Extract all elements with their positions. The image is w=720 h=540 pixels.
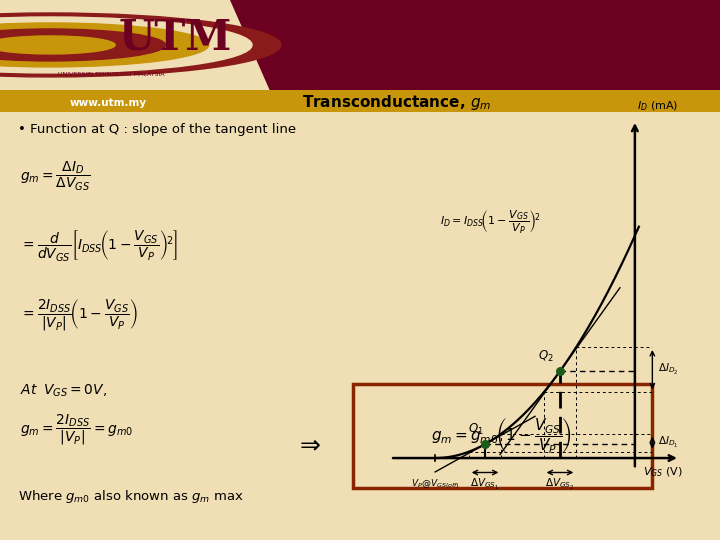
Text: $Q_2$: $Q_2$	[538, 349, 553, 364]
Text: INSPIRING CREATIVE AND INNOVATIVE MINDS: INSPIRING CREATIVE AND INNOVATIVE MINDS	[201, 517, 519, 530]
Text: $\Delta V_{GS_1}$: $\Delta V_{GS_1}$	[470, 477, 500, 492]
Text: $g_m = \dfrac{\Delta I_D}{\Delta V_{GS}}$: $g_m = \dfrac{\Delta I_D}{\Delta V_{GS}}…	[20, 160, 91, 193]
Circle shape	[0, 13, 281, 77]
Circle shape	[0, 23, 209, 67]
Text: Where $g_{m0}$ also known as $g_m$ max: Where $g_{m0}$ also known as $g_m$ max	[18, 488, 243, 504]
Text: $\Delta I_{D_2}$: $\Delta I_{D_2}$	[658, 362, 679, 377]
Text: • Function at Q : slope of the tangent line: • Function at Q : slope of the tangent l…	[18, 123, 296, 136]
Circle shape	[0, 17, 252, 73]
Text: UTM: UTM	[119, 17, 232, 59]
Text: $V_{GS}$ (V): $V_{GS}$ (V)	[642, 466, 683, 480]
Text: $I_D$ (mA): $I_D$ (mA)	[637, 100, 679, 113]
Text: Transconductance, $g_m$: Transconductance, $g_m$	[302, 93, 492, 112]
Text: www.utm.my: www.utm.my	[69, 98, 147, 108]
Bar	[0, 90, 720, 112]
Polygon shape	[230, 0, 720, 100]
Text: $Q_1$: $Q_1$	[467, 422, 483, 437]
Text: $g_m = \dfrac{2I_{DSS}}{|V_P|} = g_{m0}$: $g_m = \dfrac{2I_{DSS}}{|V_P|} = g_{m0}$	[20, 413, 133, 448]
Text: $V_P@V_{GS(off)}$: $V_P@V_{GS(off)}$	[410, 477, 459, 491]
Text: $\Rightarrow$: $\Rightarrow$	[295, 433, 322, 457]
Text: $I_D = I_{DSS}\!\left(1-\dfrac{V_{GS}}{V_P}\right)^{\!2}$: $I_D = I_{DSS}\!\left(1-\dfrac{V_{GS}}{V…	[440, 208, 541, 235]
Text: $g_m = g_{m0}\!\left(1-\dfrac{V_{GS}}{V_P}\right)$: $g_m = g_{m0}\!\left(1-\dfrac{V_{GS}}{V_…	[431, 416, 572, 455]
Text: $= \dfrac{d}{dV_{GS}}\left[I_{DSS}\!\left(1-\dfrac{V_{GS}}{V_P}\right)^{\!2}\rig: $= \dfrac{d}{dV_{GS}}\left[I_{DSS}\!\lef…	[20, 228, 178, 263]
Text: $\Delta V_{GS_2}$: $\Delta V_{GS_2}$	[545, 477, 575, 492]
Text: $= \dfrac{2I_{DSS}}{|V_P|}\!\left(1-\dfrac{V_{GS}}{V_P}\right)$: $= \dfrac{2I_{DSS}}{|V_P|}\!\left(1-\dfr…	[20, 298, 138, 333]
Circle shape	[0, 36, 115, 54]
Text: $At \;\; V_{GS} = 0V,$: $At \;\; V_{GS} = 0V,$	[20, 383, 107, 399]
Circle shape	[0, 29, 166, 61]
Text: $\Delta I_{D_1}$: $\Delta I_{D_1}$	[658, 435, 679, 450]
Text: UNIVERSITI TEKNOLOGI MALAYSIA: UNIVERSITI TEKNOLOGI MALAYSIA	[58, 72, 165, 77]
FancyBboxPatch shape	[353, 384, 652, 488]
